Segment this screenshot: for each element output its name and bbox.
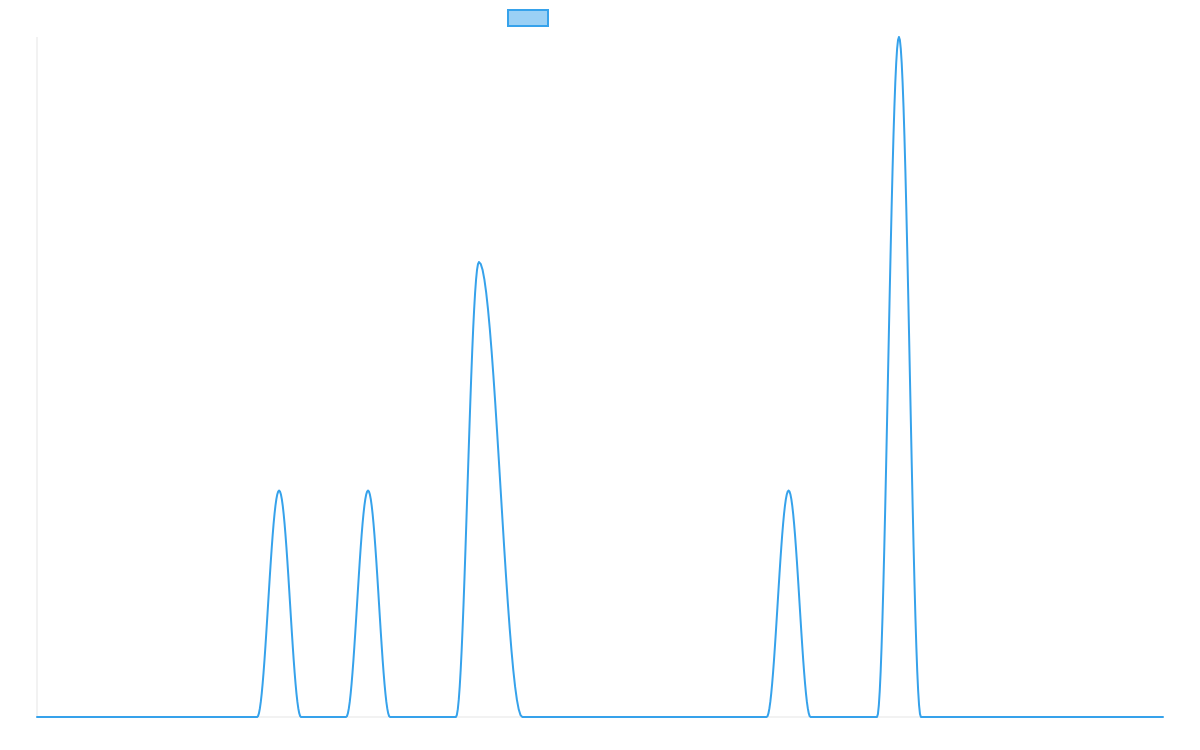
legend[interactable] [507, 9, 549, 27]
peak-point[interactable] [475, 258, 483, 266]
axes [36, 37, 1163, 718]
peak-point[interactable] [785, 487, 793, 495]
series-line [36, 36, 1164, 718]
peak-point[interactable] [895, 33, 903, 41]
series-layer [36, 33, 1164, 718]
peak-point[interactable] [364, 487, 372, 495]
peak-point[interactable] [275, 487, 283, 495]
legend-swatch[interactable] [507, 9, 549, 27]
